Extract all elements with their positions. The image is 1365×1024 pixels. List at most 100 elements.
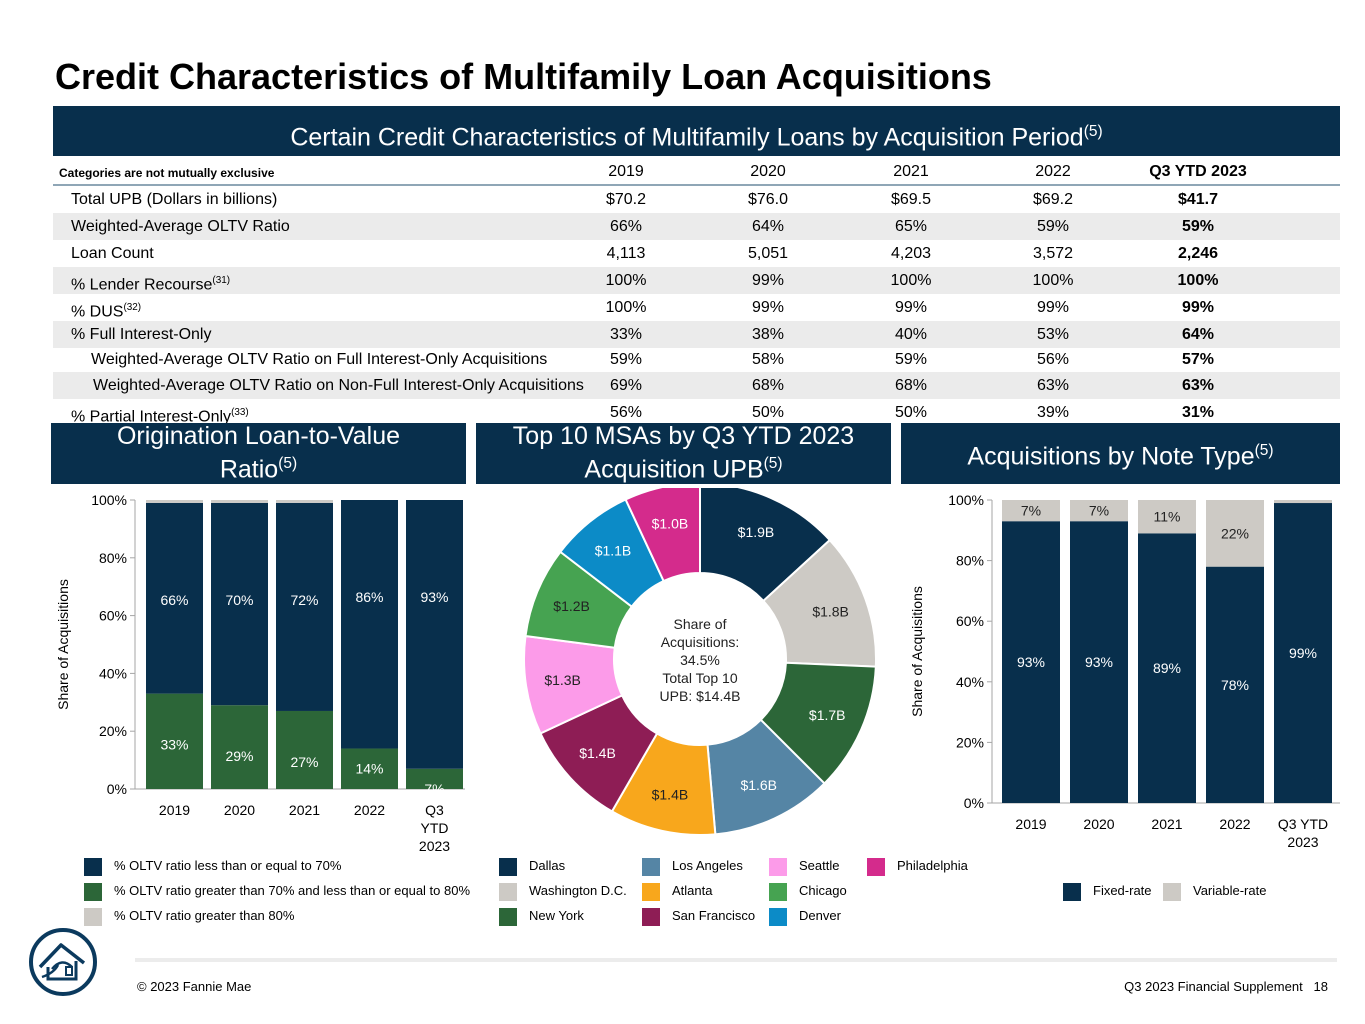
row-footnote: (33) bbox=[231, 407, 249, 418]
table-column-header: 2020 bbox=[750, 163, 786, 180]
legend-item: Atlanta bbox=[642, 882, 712, 901]
legend-swatch bbox=[1163, 882, 1181, 901]
table-cell: 68% bbox=[751, 377, 785, 394]
x-tick-label: Q3 YTD bbox=[1278, 816, 1328, 832]
table-cell: $69.5 bbox=[890, 191, 932, 208]
table-column-header: 2019 bbox=[608, 163, 644, 180]
table-cell: 58% bbox=[751, 351, 785, 368]
legend-item: % OLTV ratio greater than 80% bbox=[84, 907, 294, 926]
slice-label: $1.6B bbox=[740, 777, 777, 793]
row-label-text: Loan Count bbox=[71, 245, 154, 262]
table-cell: 38% bbox=[751, 326, 785, 343]
legend-label: Fixed-rate bbox=[1093, 883, 1152, 898]
bar-segment bbox=[276, 500, 333, 503]
data-label: 7% bbox=[1089, 503, 1109, 519]
slice-label: $1.9B bbox=[738, 524, 775, 540]
data-label: 7% bbox=[424, 781, 444, 797]
y-axis-label: Share of Acquisitions bbox=[55, 579, 71, 710]
legend-swatch bbox=[642, 882, 660, 901]
table-cell: 100% bbox=[890, 272, 932, 289]
legend-label: Dallas bbox=[529, 858, 566, 873]
legend-swatch bbox=[499, 857, 517, 876]
y-tick-label: 0% bbox=[964, 795, 984, 811]
legend-item: Seattle bbox=[769, 857, 839, 876]
table-row: % DUS(32) 100% 99% 99% 99% 99% bbox=[53, 294, 1340, 321]
bar-segment bbox=[146, 500, 203, 503]
y-axis-label: Share of Acquisitions bbox=[909, 586, 925, 717]
legend-item: Variable-rate bbox=[1163, 882, 1266, 901]
table-header-row: Categories are not mutually exclusive 201… bbox=[53, 158, 1340, 186]
legend-swatch bbox=[867, 857, 885, 876]
table-column-header: 2021 bbox=[893, 163, 929, 180]
x-tick-label: 2022 bbox=[354, 802, 385, 818]
data-label: 22% bbox=[1221, 525, 1249, 541]
msa-panel-header: Top 10 MSAs by Q3 YTD 2023 Acquisition U… bbox=[476, 423, 891, 484]
page-number: 18 bbox=[1313, 979, 1328, 994]
bar-segment bbox=[276, 502, 333, 711]
table-row-label: % Partial Interest-Only(33) bbox=[71, 399, 249, 430]
table-cell: 65% bbox=[894, 218, 928, 235]
legend-item: Los Angeles bbox=[642, 857, 743, 876]
row-label-text: Weighted-Average OLTV Ratio on Full Inte… bbox=[91, 351, 548, 368]
slice-label: $1.0B bbox=[652, 515, 689, 531]
x-tick-label: 2020 bbox=[1083, 816, 1114, 832]
page-title: Credit Characteristics of Multifamily Lo… bbox=[55, 56, 992, 97]
table-row-label: Weighted-Average OLTV Ratio bbox=[71, 213, 290, 240]
note-type-stacked-bar-chart: 0% 20% 40% 60% 80% 100% Share of Acquisitions 9… bbox=[909, 492, 1340, 850]
data-label: 70% bbox=[225, 592, 253, 608]
note-type-panel-title: Acquisitions by Note Type bbox=[967, 442, 1255, 471]
legend-item: % OLTV ratio less than or equal to 70% bbox=[84, 857, 341, 876]
legend-label: % OLTV ratio greater than 80% bbox=[114, 908, 295, 923]
data-label: 93% bbox=[420, 589, 448, 605]
table-cell: $76.0 bbox=[747, 191, 789, 208]
footer-doc-info: Q3 2023 Financial Supplement 18 bbox=[1124, 979, 1328, 994]
x-tick-label: 2020 bbox=[224, 802, 255, 818]
footer-doc-title: Q3 2023 Financial Supplement bbox=[1124, 979, 1303, 994]
data-label: 11% bbox=[1154, 509, 1181, 525]
row-label-text: % Full Interest-Only bbox=[71, 326, 212, 343]
bar-segment bbox=[341, 500, 398, 749]
table-row-label: % Lender Recourse(31) bbox=[71, 267, 230, 298]
table-cell: 99% bbox=[1181, 299, 1215, 316]
bar-segment bbox=[211, 500, 268, 503]
table-cell: 3,572 bbox=[1032, 245, 1074, 262]
legend-label: % OLTV ratio less than or equal to 70% bbox=[114, 858, 342, 873]
table-cell: 5,051 bbox=[747, 245, 789, 262]
msa-panel-title-line2: Acquisition UPB bbox=[584, 455, 764, 484]
x-tick-label: 2021 bbox=[1151, 816, 1182, 832]
data-label: 7% bbox=[1021, 503, 1041, 519]
legend-label: Variable-rate bbox=[1193, 883, 1267, 898]
table-cell: 4,113 bbox=[606, 245, 646, 262]
data-label: 89% bbox=[1153, 660, 1181, 676]
bar-segment bbox=[1206, 566, 1264, 803]
table-cell: 63% bbox=[1036, 377, 1070, 394]
ltv-panel-footnote: (5) bbox=[278, 455, 298, 473]
bar-segment bbox=[211, 705, 268, 789]
slice-label: $1.4B bbox=[579, 745, 616, 761]
legend-item: % OLTV ratio greater than 70% and less t… bbox=[84, 882, 470, 901]
bar-segment bbox=[1138, 533, 1196, 803]
row-label-text: % DUS bbox=[71, 303, 124, 321]
legend-label: Atlanta bbox=[672, 883, 713, 898]
table-row-label: % Full Interest-Only bbox=[71, 321, 211, 348]
legend-swatch bbox=[642, 907, 660, 926]
table-row: % Lender Recourse(31) 100% 99% 100% 100% 100% bbox=[53, 267, 1340, 294]
legend-swatch bbox=[642, 857, 660, 876]
bar-segment bbox=[1274, 500, 1332, 504]
legend-item: Philadelphia bbox=[867, 857, 968, 876]
slice-label: $1.7B bbox=[809, 707, 846, 723]
row-label-text: % Partial Interest-Only bbox=[71, 408, 232, 426]
table-row-label: Loan Count bbox=[71, 240, 154, 267]
y-tick-label: 40% bbox=[956, 674, 984, 690]
legend-label: San Francisco bbox=[672, 908, 756, 923]
data-label: 33% bbox=[160, 737, 188, 753]
data-label: 29% bbox=[225, 748, 253, 764]
y-tick-label: 0% bbox=[107, 781, 127, 797]
legend-item: Chicago bbox=[769, 882, 847, 901]
data-label: 93% bbox=[1017, 654, 1045, 670]
data-label: 14% bbox=[355, 761, 383, 777]
table-row: Weighted-Average OLTV Ratio on Full Inte… bbox=[53, 348, 1340, 372]
bar-segment bbox=[406, 500, 463, 769]
ltv-panel-header: Origination Loan-to-Value Ratio(5) bbox=[51, 423, 466, 484]
legend-label: Los Angeles bbox=[672, 858, 743, 873]
